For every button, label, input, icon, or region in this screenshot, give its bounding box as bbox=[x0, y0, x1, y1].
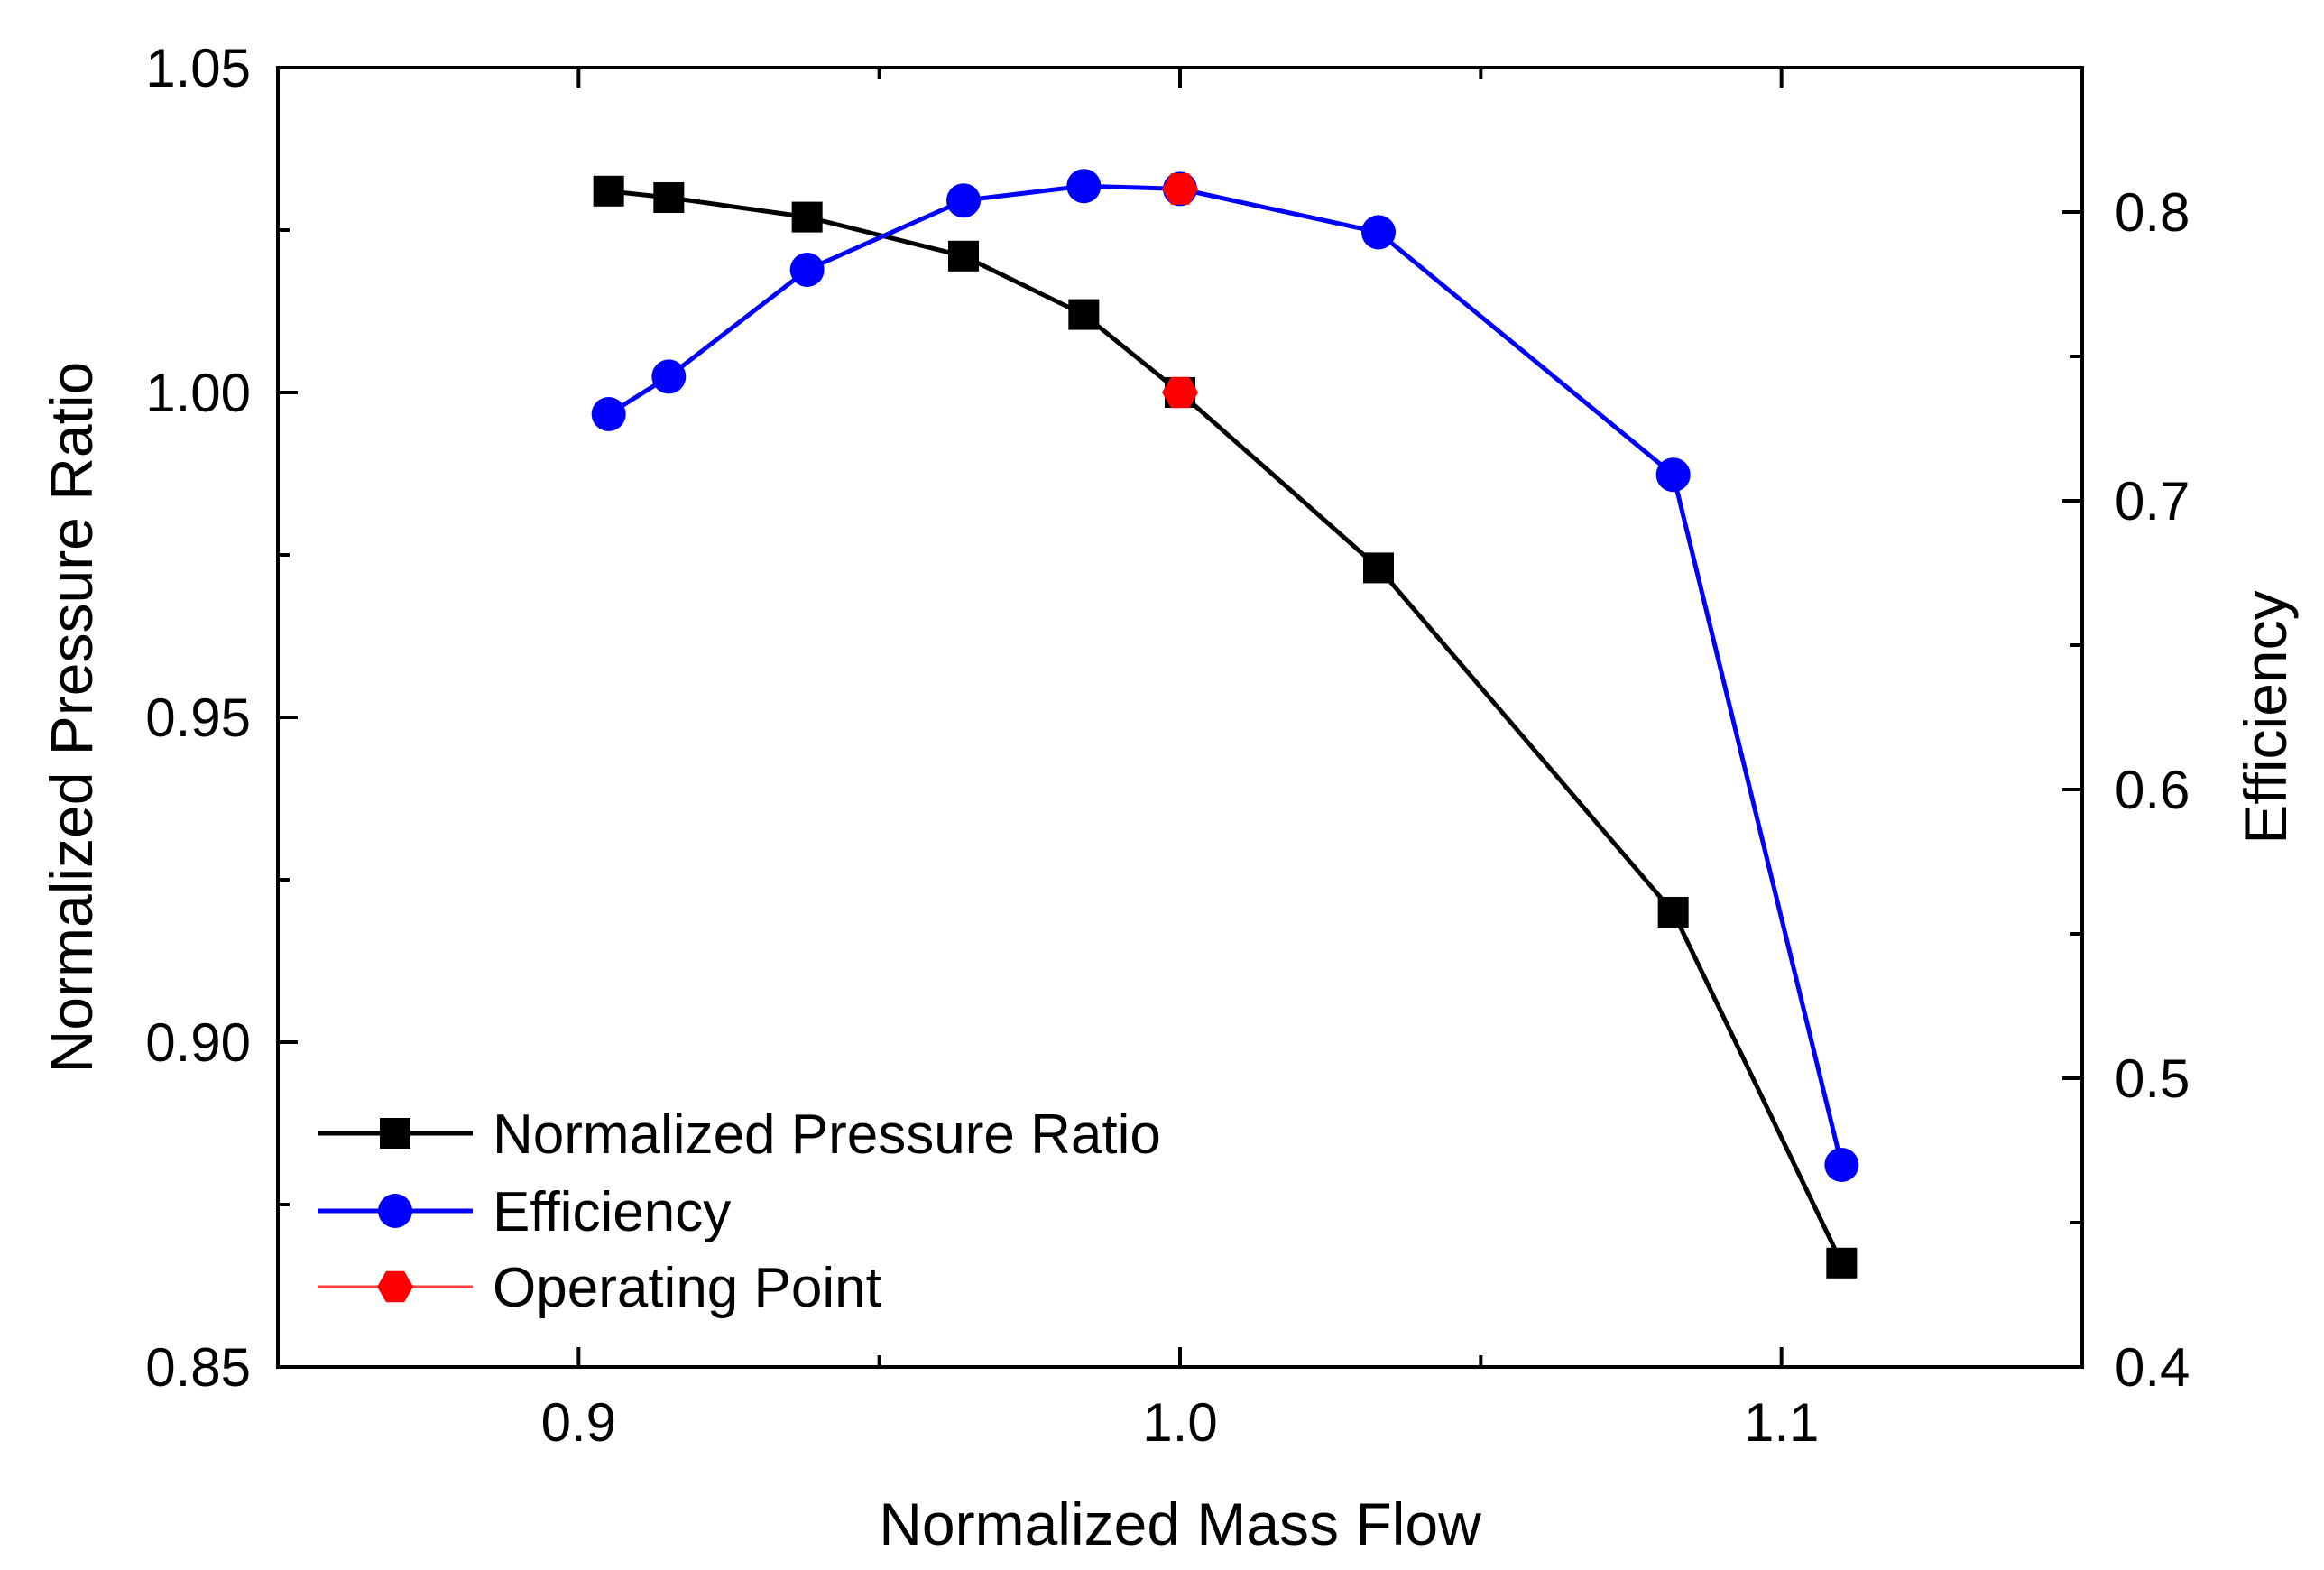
y2-tick-label: 0.5 bbox=[2115, 1048, 2190, 1109]
x-axis-title: Normalized Mass Flow bbox=[879, 1491, 1481, 1557]
y2-tick-label: 0.4 bbox=[2115, 1337, 2190, 1398]
y-tick-label: 1.00 bbox=[145, 363, 251, 423]
y2-tick-label: 0.7 bbox=[2115, 471, 2190, 531]
y2-axis-title: Efficiency bbox=[2232, 590, 2299, 844]
pressure-ratio-point bbox=[1826, 1247, 1858, 1279]
pressure-ratio-point bbox=[1068, 299, 1100, 330]
legend-item-efficiency: Efficiency bbox=[318, 1181, 731, 1243]
series-layer bbox=[591, 169, 1859, 1279]
x-tick-label: 1.0 bbox=[1142, 1392, 1217, 1453]
pressure-ratio-point bbox=[653, 182, 685, 213]
plot-frame bbox=[276, 66, 2084, 1369]
efficiency-point bbox=[651, 359, 687, 394]
pressure-ratio-point bbox=[791, 201, 823, 233]
efficiency-point bbox=[591, 397, 626, 431]
legend: Normalized Pressure Ratio Efficiency Ope… bbox=[318, 1104, 1161, 1319]
legend-item-pressure-ratio: Normalized Pressure Ratio bbox=[318, 1104, 1161, 1166]
pressure-ratio-point bbox=[593, 175, 624, 207]
y-tick-label: 1.05 bbox=[145, 38, 251, 98]
efficiency-point bbox=[1361, 215, 1396, 250]
legend-label-pressure-ratio: Normalized Pressure Ratio bbox=[493, 1104, 1161, 1166]
pressure-ratio-point bbox=[1363, 552, 1394, 584]
x-tick-label: 0.9 bbox=[541, 1392, 616, 1453]
y2-tick-label: 0.8 bbox=[2115, 182, 2190, 243]
efficiency-point bbox=[1655, 457, 1691, 493]
legend-item-operating-point: Operating Point bbox=[318, 1257, 881, 1319]
y-tick-label: 0.85 bbox=[145, 1337, 251, 1398]
efficiency-point bbox=[1066, 169, 1102, 204]
legend-circle-marker-icon bbox=[378, 1194, 412, 1228]
pressure-ratio-point bbox=[948, 240, 979, 272]
operating-point-marker bbox=[1162, 173, 1198, 205]
legend-label-operating-point: Operating Point bbox=[493, 1257, 881, 1319]
x-tick-label: 1.1 bbox=[1744, 1392, 1819, 1453]
legend-hexagon-marker-icon bbox=[377, 1270, 413, 1303]
y2-tick-label: 0.6 bbox=[2115, 760, 2190, 820]
labels-layer: 0.9 1.0 1.1 0.85 0.90 0.95 1.00 1.05 0.4 0.5 0.6 0.… bbox=[145, 38, 2190, 1453]
efficiency-point bbox=[789, 253, 825, 287]
y-axis-title: Normalized Pressure Ratio bbox=[38, 362, 105, 1074]
legend-square-marker-icon bbox=[380, 1118, 410, 1149]
efficiency-point bbox=[946, 183, 981, 218]
pressure-ratio-point bbox=[1657, 897, 1689, 928]
y-tick-label: 0.90 bbox=[145, 1012, 251, 1073]
operating-point-marker bbox=[1162, 376, 1198, 409]
y-tick-label: 0.95 bbox=[145, 688, 251, 748]
efficiency-point bbox=[1824, 1148, 1859, 1182]
legend-label-efficiency: Efficiency bbox=[493, 1181, 731, 1243]
